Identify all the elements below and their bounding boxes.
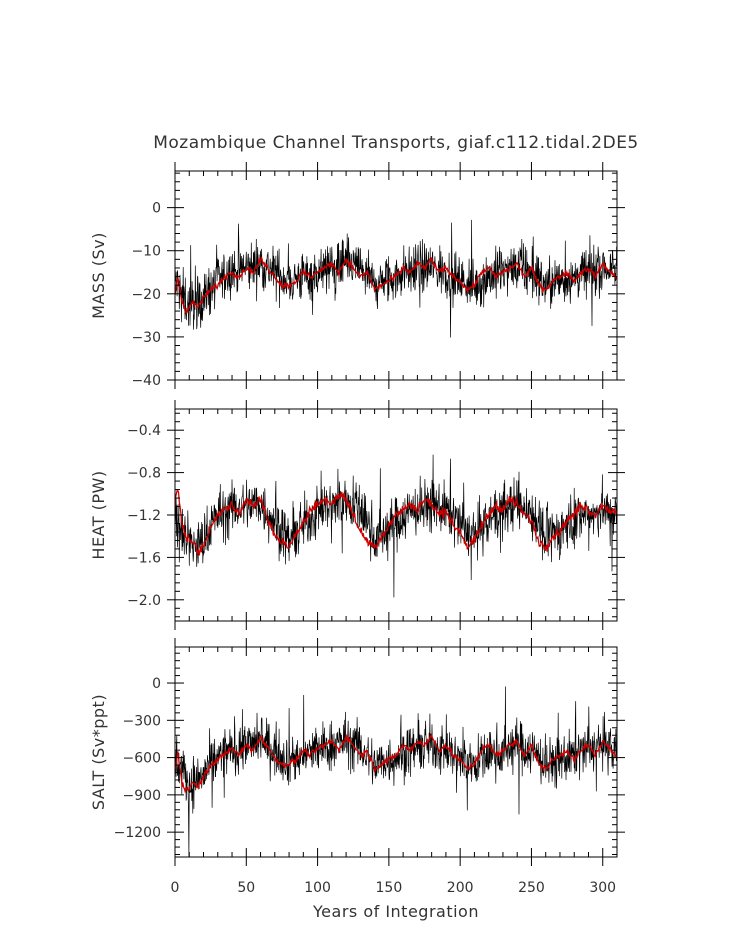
- panel-ticks: [167, 638, 625, 866]
- panel-2: −0.4 −0.8 −1.2 −1.6 −2.0 HEAT (PW): [89, 400, 625, 630]
- y-tick-label: 0: [152, 201, 161, 217]
- y-tick-label: −10: [131, 244, 161, 260]
- y-axis-label: SALT (Sv*ppt): [89, 694, 108, 810]
- series-smooth-line: [175, 733, 617, 794]
- x-tick-label: 0: [171, 880, 180, 896]
- series-smooth-line: [175, 489, 617, 556]
- chart-title: Mozambique Channel Transports, giaf.c112…: [153, 133, 639, 153]
- y-tick-label: −300: [123, 713, 161, 729]
- x-tick-label: 300: [589, 880, 616, 896]
- x-tick-label: 50: [237, 880, 255, 896]
- x-axis-label: Years of Integration: [312, 902, 479, 921]
- series-smooth-line: [175, 255, 617, 315]
- y-tick-label: 0: [152, 676, 161, 692]
- y-tick-label: −1.2: [127, 508, 161, 524]
- y-tick-label: −2.0: [127, 593, 161, 609]
- panel-frame: [174, 646, 618, 858]
- panel-ticks: [167, 400, 625, 630]
- y-tick-label: −20: [131, 287, 161, 303]
- series-raw-line: [175, 219, 617, 338]
- y-tick-label: −600: [123, 751, 161, 767]
- y-axis-label: HEAT (PW): [89, 470, 108, 559]
- y-axis-label: MASS (Sv): [89, 232, 108, 319]
- y-tick-label: −1200: [114, 825, 161, 841]
- series-raw-line: [175, 454, 617, 598]
- y-tick-label: −0.4: [127, 423, 161, 439]
- panel-frame: [174, 170, 618, 381]
- x-tick-label: 250: [518, 880, 545, 896]
- panel-3: 0 −300 −600 −900 −1200 SALT (Sv*ppt): [89, 638, 625, 866]
- y-tick-label: −30: [131, 330, 161, 346]
- y-tick-label: −0.8: [127, 466, 161, 482]
- x-tick-label: 200: [447, 880, 474, 896]
- y-tick-label: −40: [131, 373, 161, 389]
- x-tick-label: 100: [304, 880, 331, 896]
- y-tick-label: −1.6: [127, 550, 161, 566]
- panels-group: 0 −10 −20 −30 −40 MASS (Sv) −0.4 −0.8 −1.2 −1.6 −2…: [89, 162, 625, 866]
- x-tick-label: 150: [376, 880, 403, 896]
- panel-1: 0 −10 −20 −30 −40 MASS (Sv): [89, 162, 625, 389]
- x-tick-labels: 0 50 100 150 200 250 300: [171, 880, 617, 896]
- y-tick-label: −900: [123, 788, 161, 804]
- series-raw-line: [175, 686, 617, 857]
- panel-ticks: [167, 162, 625, 389]
